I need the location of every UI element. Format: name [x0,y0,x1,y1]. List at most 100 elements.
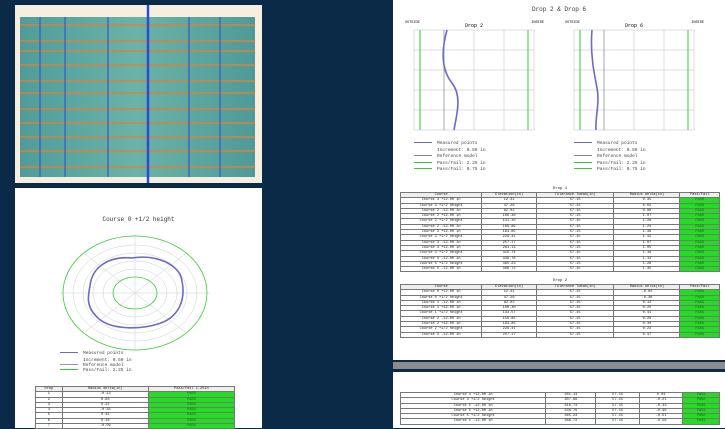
inner-ring [112,276,158,310]
legend-item: Measured points [83,351,124,356]
row: Course 3 -12.00 in 257.17 57.15 1.07 PASS [399,239,720,246]
grid [413,29,535,131]
cell: PASS [679,326,720,333]
cell: PASS [679,213,720,220]
profile-plot: Drop 6 OUTSIDE INSIDE [565,21,704,131]
cell: 1.28 [613,260,681,268]
cell: Course 3 -12.00 in [399,331,483,338]
cell: 57.15 [535,239,615,246]
row: Course 2 -12.00 in 82.02 57.15 0.86 PASS [399,207,720,215]
cell: PASS [679,289,720,296]
legend-item: Reference model [83,363,124,368]
cell: -0.51 [638,413,684,420]
measured-profile [87,256,184,329]
row: 6 0.18 PASS [35,417,236,425]
cell: 57.15 [535,321,615,328]
row: 3 0.22 PASS [35,401,236,409]
cell: 1.05 [613,244,681,252]
cell: Course 0 +1/2 height [399,294,483,301]
cell: -0.09 [61,423,149,429]
cell: 0.22 [613,326,681,333]
legend-swatch [414,148,432,150]
cell: PASS [679,310,720,317]
cell: 57.15 [535,260,615,268]
row: Course 2 +1/2 height 229.41 57.15 0.22 PASS [399,326,720,333]
legend-item: Pass/Fail: 2.25 in [437,160,486,166]
cell: 57.15 [535,223,615,231]
cell: Course 5 -12.00 in [399,266,483,273]
row: Course 2 +1/2 height 141.10 57.15 1.28 PASS [399,218,720,225]
row: Course 4 +1/2 height 316.74 57.15 1.16 PASS [399,250,720,257]
cell: 1.14 [613,255,681,262]
cell: PASS [679,223,720,231]
plot-legend: Measured points Increment: 0.50 in Referen… [414,141,486,174]
report-title: Drop 2 & Drop 6 [531,6,586,13]
cell: Course 4 -12.00 in [399,255,483,262]
cell: 57.15 [535,218,615,225]
row: Course 5 +1/2 height 365.23 57.15 -0.51 PASS [399,413,720,420]
row: 2 0.63 PASS [35,396,236,403]
cell: 57.15 [535,266,615,273]
legend-item: Reference model [597,154,638,159]
cell: PASS [679,255,720,262]
cell: 1.28 [613,218,681,225]
legend-item: Increment: 0.50 in [597,147,646,153]
cell: 57.15 [535,229,615,236]
cell: 57.15 [535,299,615,307]
row: Course 3 -12.00 in 257.17 57.15 0.47 PASS [399,331,720,338]
plot-outside: OUTSIDE [405,21,420,25]
caption: Course 0 +1/2 height [102,216,175,223]
cell: PASS [679,321,720,328]
cell: Course 4 +1/2 height [399,250,483,257]
cell: Course 0 +12.00 in [399,289,483,296]
row: Course 3 +1/2 height 229.41 57.15 1.42 PASS [399,234,720,241]
row: Course 3 +12.00 in 12.41 57.15 0.35 PASS [399,197,720,204]
legend-swatch [414,161,432,163]
cell: PASS [679,299,720,307]
cell: 1.07 [613,239,681,246]
cell: 0.04 [638,391,684,399]
row: Course 4 +12.00 in 281.13 57.15 1.05 PASS [399,244,720,252]
row: Course 3 +1/2 height 47.26 57.15 0.62 PASS [399,202,720,209]
drop-lines [39,17,221,177]
cell: 0.12 [613,299,681,307]
cell: PASS [679,260,720,268]
cell: -0.21 [638,397,684,404]
drop2-table: Drop 2 Course Elevation(in) Tolerance Tweak… [399,278,720,338]
legend-row: Reference model [414,154,486,161]
cell: PASS [147,391,236,398]
legend-swatch [414,168,432,170]
row: 5 0.41 PASS [35,412,236,419]
legend-swatch [574,168,592,170]
cell: 1.16 [613,250,681,257]
table: Course Elevation(in) Tolerance Tweak(in) Ra… [399,283,720,338]
plot-inside: INSIDE [531,21,544,25]
legend-row: Pass/Fail: 0.75 in [574,167,646,174]
legend-item: Pass/Fail: 0.75 in [597,167,646,172]
left-table: Drop Radius delta(in) Pass/Fail 1.25in 1 -0.… [35,385,236,429]
cell: 1.35 [613,266,681,273]
cell: PASS [679,197,720,204]
table: Course Elevation(in) Tolerance Tweak(in) Ra… [399,191,720,273]
row: Course 5 -12.00 in 316.74 57.15 -0.33 PASS [399,402,720,409]
cell: 1.07 [613,213,681,220]
cell: Course 2 +1/2 height [399,326,483,333]
left-legend: Measured points Increment: 0.50 in Refer… [60,350,132,373]
cell: PASS [679,218,720,225]
cell: 1.24 [613,223,681,231]
cell: PASS [679,239,720,246]
row: Course 2 +12.00 in 193.85 57.15 0.30 PASS [399,321,720,328]
cell: 57.15 [535,213,615,220]
legend-swatch [414,155,432,157]
cell: PASS [147,412,236,419]
cell: -0.58 [638,418,684,425]
cell: PASS [679,244,720,252]
header-cell: Pass/Fail [679,283,720,291]
cell: PASS [679,250,720,257]
cell: PASS [147,407,236,414]
legend-swatch [414,142,432,144]
table-title: Drop 2 [552,279,568,283]
tolerance-ring [62,235,208,351]
cell: 0.30 [613,321,681,328]
